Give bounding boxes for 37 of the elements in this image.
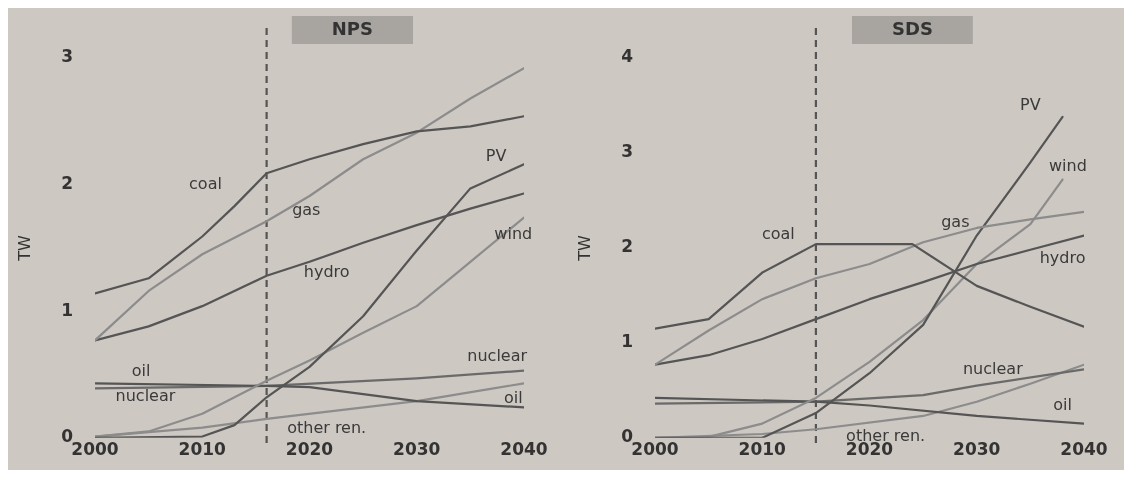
series-label: wind [494, 224, 533, 244]
series-label: oil [503, 387, 523, 407]
series-label: gas [941, 212, 970, 232]
x-tick-label: 2030 [953, 439, 1001, 460]
y-axis-title: TW [574, 234, 594, 262]
series-label: hydro [1039, 247, 1086, 267]
y-tick-label: 2 [621, 236, 634, 257]
x-tick-label: 2000 [631, 439, 679, 460]
series-label: PV [485, 145, 507, 165]
y-tick-label: 3 [61, 46, 74, 67]
y-tick-label: 1 [621, 331, 634, 352]
x-tick-label: 2010 [178, 439, 227, 460]
x-tick-label: 2010 [738, 439, 787, 460]
text: oil [131, 361, 151, 381]
x-tick-label: 2040 [500, 439, 548, 460]
x-tick-label: 2030 [393, 439, 441, 460]
y-tick-label: 2 [61, 173, 74, 194]
series-label: nuclear [115, 386, 176, 406]
y-axis-title: TW [14, 234, 34, 262]
x-tick-label: 2020 [285, 439, 334, 460]
series-label: gas [292, 200, 321, 220]
text: nuclear [467, 345, 528, 365]
series-label: PV [1020, 94, 1041, 114]
chart-title: NPS [331, 17, 374, 39]
y-tick-label: 1 [61, 299, 74, 320]
series-label: oil [1053, 394, 1072, 414]
series-label: coal [189, 173, 222, 193]
series-label: coal [761, 223, 795, 243]
y-tick-label: 4 [621, 46, 634, 67]
series-label: wind [1049, 156, 1087, 176]
x-tick-label: 2000 [71, 439, 119, 460]
series-label: nuclear [962, 358, 1024, 378]
chart-title: SDS [891, 17, 933, 39]
series-label: other ren. [287, 418, 367, 438]
series-label: hydro [303, 262, 350, 282]
x-tick-label: 2040 [1060, 439, 1108, 460]
y-tick-label: 3 [621, 141, 634, 162]
